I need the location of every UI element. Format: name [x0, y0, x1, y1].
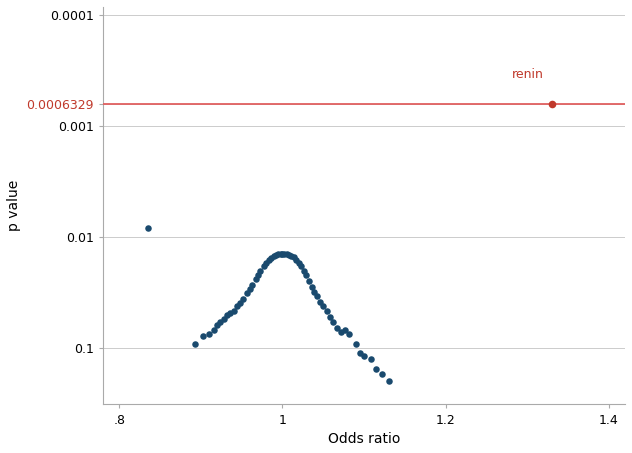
X-axis label: Odds ratio: Odds ratio: [328, 432, 400, 446]
Point: [299, 267, 309, 274]
Point: [344, 331, 355, 338]
Point: [274, 251, 284, 258]
Point: [235, 299, 245, 307]
Point: [271, 251, 281, 259]
Point: [332, 324, 342, 331]
Point: [225, 309, 235, 317]
Point: [250, 276, 260, 283]
Point: [216, 318, 226, 326]
Point: [294, 259, 304, 266]
Point: [281, 251, 291, 258]
Point: [371, 366, 381, 373]
Point: [143, 224, 153, 231]
Point: [315, 298, 325, 305]
Y-axis label: p value: p value: [7, 180, 21, 231]
Point: [351, 341, 361, 348]
Point: [222, 311, 232, 318]
Point: [289, 254, 299, 261]
Point: [309, 288, 319, 295]
Point: [322, 307, 332, 314]
Point: [296, 262, 307, 269]
Point: [219, 315, 229, 322]
Point: [264, 256, 274, 264]
Point: [284, 251, 294, 259]
Point: [359, 353, 369, 360]
Point: [377, 370, 387, 377]
Point: [301, 272, 311, 279]
Point: [204, 330, 214, 337]
Point: [245, 285, 255, 292]
Point: [291, 256, 301, 264]
Point: [258, 262, 269, 269]
Point: [212, 322, 222, 329]
Point: [365, 356, 375, 363]
Point: [384, 377, 394, 384]
Point: [307, 283, 317, 290]
Point: [318, 303, 328, 310]
Point: [229, 307, 239, 314]
Point: [238, 295, 248, 303]
Point: [232, 303, 242, 310]
Point: [325, 313, 335, 320]
Point: [303, 278, 313, 285]
Point: [241, 289, 252, 297]
Point: [277, 250, 288, 257]
Point: [197, 333, 207, 340]
Point: [276, 251, 286, 258]
Point: [255, 267, 265, 274]
Point: [336, 329, 346, 336]
Point: [253, 272, 263, 279]
Point: [266, 255, 276, 262]
Point: [190, 341, 200, 348]
Point: [261, 259, 271, 266]
Point: [340, 326, 350, 333]
Point: [328, 318, 338, 326]
Point: [269, 252, 279, 260]
Point: [279, 251, 289, 258]
Point: [355, 349, 365, 357]
Point: [247, 281, 257, 289]
Point: [312, 293, 322, 300]
Point: [547, 100, 557, 107]
Point: [286, 252, 296, 260]
Text: renin: renin: [512, 68, 544, 81]
Point: [209, 326, 219, 333]
